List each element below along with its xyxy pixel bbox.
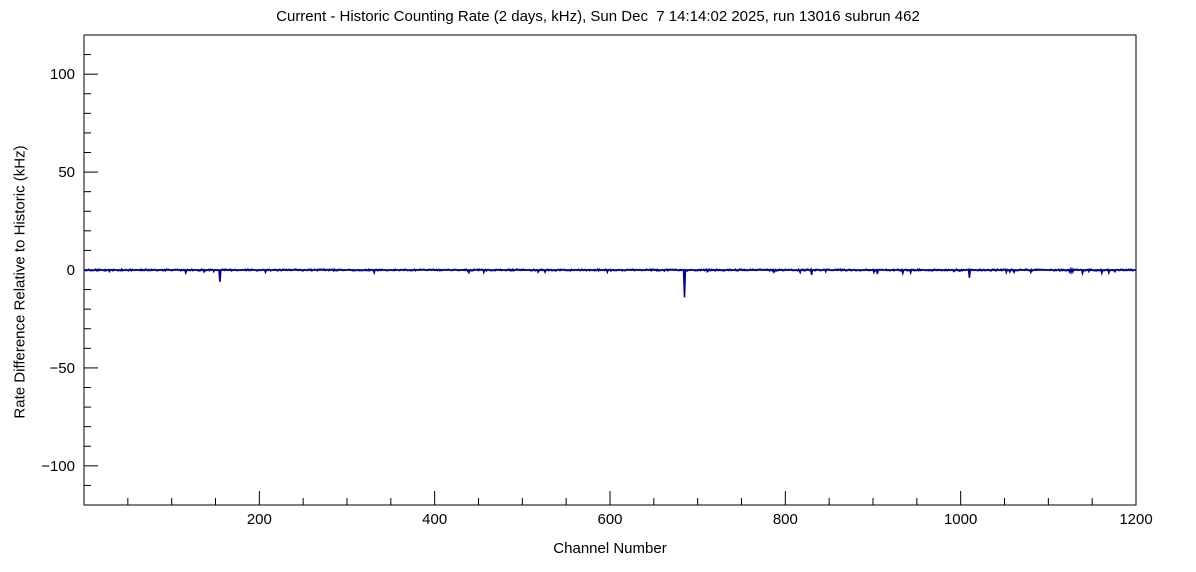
x-tick-label: 400 — [422, 511, 447, 528]
x-axis-title: Channel Number — [553, 540, 667, 557]
y-tick-label: −100 — [41, 458, 75, 475]
x-tick-label: 200 — [247, 511, 272, 528]
y-tick-label: 0 — [67, 262, 75, 279]
y-axis-title: Rate Difference Relative to Historic (kH… — [11, 145, 29, 419]
y-tick-label: 100 — [50, 66, 75, 83]
y-tick-label: 50 — [58, 164, 75, 181]
y-tick-label: −50 — [50, 360, 75, 377]
x-tick-label: 1200 — [1119, 511, 1152, 528]
x-tick-label: 1000 — [944, 511, 977, 528]
rate-difference-line — [84, 266, 1137, 298]
x-tick-label: 600 — [597, 511, 622, 528]
x-tick-label: 800 — [773, 511, 798, 528]
chart-title: Current - Historic Counting Rate (2 days… — [276, 8, 920, 25]
